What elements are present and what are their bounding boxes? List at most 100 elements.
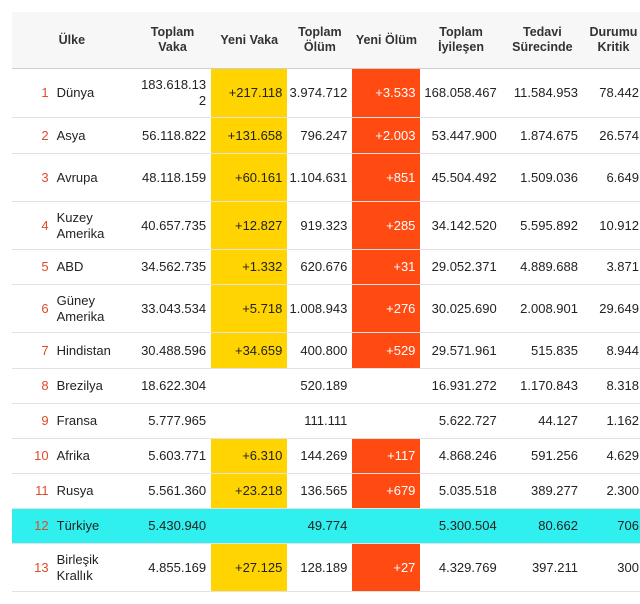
table-header-row: Ülke Toplam Vaka Yeni Vaka Toplam Ölüm Y… [12,12,640,69]
country-name: Türkiye [52,508,134,544]
country-name: Birleşik Krallık [52,543,134,592]
new-deaths-cell [352,403,421,439]
active-cell: 5.595.892 [501,201,583,250]
country-name: Kuzey Amerika [52,201,134,250]
critical-cell: 8.318 [582,368,640,404]
active-header[interactable]: Tedavi Sürecinde [501,12,583,69]
total-cases-cell: 56.118.822 [133,117,212,154]
new-deaths-cell: +851 [352,153,421,202]
new-deaths-cell: +117 [352,438,421,474]
table-row: 2 Asya 56.118.822 +131.658 796.247 +2.00… [12,117,640,154]
recovered-cell: 29.571.961 [420,332,502,369]
table-row: 4 Kuzey Amerika 40.657.735 +12.827 919.3… [12,201,640,250]
country-name: Afrika [52,438,134,474]
row-index: 3 [12,153,53,202]
total-cases-header[interactable]: Toplam Vaka [133,12,212,69]
recovered-cell: 34.142.520 [420,201,502,250]
total-cases-cell: 34.562.735 [133,249,212,285]
new-deaths-cell: +27 [352,543,421,592]
country-name: ABD [52,249,134,285]
total-deaths-cell: 620.676 [287,249,353,285]
critical-cell: 78.442 [582,68,640,118]
total-deaths-cell: 136.565 [287,473,353,509]
critical-cell: 6.649 [582,153,640,202]
active-cell: 4.889.688 [501,249,583,285]
recovered-cell: 30.025.690 [420,284,502,333]
critical-cell: 10.912 [582,201,640,250]
table-row-highlighted: 12 Türkiye 5.430.940 49.774 5.300.504 80… [12,508,640,544]
new-deaths-cell: +2.003 [352,117,421,154]
new-cases-cell: +12.827 [211,201,288,250]
total-deaths-cell: 796.247 [287,117,353,154]
new-cases-cell: +27.125 [211,543,288,592]
country-name: Dünya [52,68,134,118]
new-deaths-cell: +31 [352,249,421,285]
row-index: 12 [12,508,53,544]
table-row: 6 Güney Amerika 33.043.534 +5.718 1.008.… [12,284,640,333]
table-row: 10 Afrika 5.603.771 +6.310 144.269 +117 … [12,438,640,474]
recovered-cell: 5.300.504 [420,508,502,544]
recovered-cell: 4.868.246 [420,438,502,474]
new-deaths-cell: +3.533 [352,68,421,118]
row-index: 11 [12,473,53,509]
country-name: Rusya [52,473,134,509]
active-cell: 1.170.843 [501,368,583,404]
new-cases-cell: +217.118 [211,68,288,118]
new-cases-cell [211,508,288,544]
active-cell: 591.256 [501,438,583,474]
new-cases-cell [211,403,288,439]
country-name: Hindistan [52,332,134,369]
new-cases-cell [211,368,288,404]
recovered-cell: 29.052.371 [420,249,502,285]
row-index: 4 [12,201,53,250]
total-cases-cell: 5.430.940 [133,508,212,544]
new-deaths-cell: +276 [352,284,421,333]
new-deaths-header[interactable]: Yeni Ölüm [352,12,421,69]
new-deaths-cell [352,508,421,544]
new-cases-cell: +60.161 [211,153,288,202]
total-recovered-header[interactable]: Toplam İyileşen [420,12,502,69]
new-cases-cell: +5.718 [211,284,288,333]
total-cases-cell: 5.561.360 [133,473,212,509]
total-deaths-cell: 3.974.712 [287,68,353,118]
country-header[interactable]: Ülke [52,12,134,69]
critical-cell: 4.629 [582,438,640,474]
active-cell: 389.277 [501,473,583,509]
new-deaths-cell: +679 [352,473,421,509]
recovered-cell: 45.504.492 [420,153,502,202]
active-cell: 80.662 [501,508,583,544]
table-row: 13 Birleşik Krallık 4.855.169 +27.125 12… [12,543,640,592]
new-cases-cell: +1.332 [211,249,288,285]
table-row: 7 Hindistan 30.488.596 +34.659 400.800 +… [12,332,640,369]
table-row: 9 Fransa 5.777.965 111.111 5.622.727 44.… [12,403,640,439]
new-cases-cell: +34.659 [211,332,288,369]
recovered-cell: 168.058.467 [420,68,502,118]
new-deaths-cell [352,368,421,404]
country-name: Avrupa [52,153,134,202]
total-deaths-header[interactable]: Toplam Ölüm [287,12,353,69]
recovered-cell: 5.622.727 [420,403,502,439]
critical-cell: 300 [582,543,640,592]
new-deaths-cell: +285 [352,201,421,250]
recovered-cell: 4.329.769 [420,543,502,592]
country-name: Brezilya [52,368,134,404]
critical-header[interactable]: Durumu Kritik [582,12,640,69]
active-cell: 515.835 [501,332,583,369]
active-cell: 1.509.036 [501,153,583,202]
row-index: 5 [12,249,53,285]
new-cases-header[interactable]: Yeni Vaka [211,12,288,69]
index-header [12,12,53,69]
total-cases-cell: 5.777.965 [133,403,212,439]
row-index: 13 [12,543,53,592]
row-index: 9 [12,403,53,439]
row-index: 8 [12,368,53,404]
total-cases-cell: 40.657.735 [133,201,212,250]
critical-cell: 26.574 [582,117,640,154]
table-row: 1 Dünya 183.618.132 +217.118 3.974.712 +… [12,68,640,118]
table-row: 8 Brezilya 18.622.304 520.189 16.931.272… [12,368,640,404]
active-cell: 44.127 [501,403,583,439]
total-cases-cell: 18.622.304 [133,368,212,404]
new-cases-cell: +6.310 [211,438,288,474]
total-deaths-cell: 111.111 [287,403,353,439]
row-index: 1 [12,68,53,118]
